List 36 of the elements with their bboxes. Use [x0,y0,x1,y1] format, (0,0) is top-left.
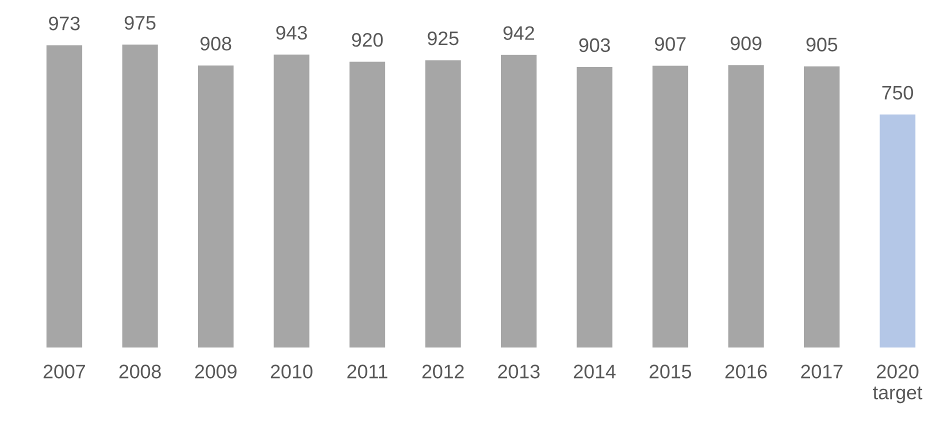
bar [652,66,688,348]
bar [880,114,916,348]
data-label: 905 [806,38,838,52]
data-label: 750 [882,86,914,100]
x-tick-label: 2009 [195,364,237,378]
data-label: 943 [276,26,307,40]
x-tick-label: 2017 [801,364,842,378]
x-tick-label: 2010 [270,364,312,378]
data-label: 973 [49,16,80,30]
bar [198,65,234,348]
bar [576,67,612,348]
bar [425,60,461,348]
x-tick-label: 2007 [44,364,85,378]
bar [501,54,537,348]
bar [728,65,764,348]
data-label: 908 [200,36,232,51]
bar [122,44,158,348]
x-tick-label: 2014 [574,364,616,378]
bar [350,62,386,348]
x-tick-label: 2013 [498,364,540,378]
x-tick-label: 2012 [422,364,464,378]
x-tick-label: 2008 [119,364,161,378]
x-tick-label: 2020 target [872,364,922,404]
bar [46,45,82,348]
data-label: 975 [124,16,156,30]
x-tick-label: 2015 [650,364,692,378]
bar [274,54,310,348]
x-tick-label: 2011 [347,364,388,378]
data-label: 907 [654,37,686,51]
data-label: 909 [730,36,762,50]
data-label: 920 [352,33,383,47]
data-label: 925 [428,31,458,46]
x-tick-label: 2016 [725,364,767,378]
bar [804,66,840,348]
data-label: 903 [579,38,610,52]
data-label: 942 [503,26,534,40]
